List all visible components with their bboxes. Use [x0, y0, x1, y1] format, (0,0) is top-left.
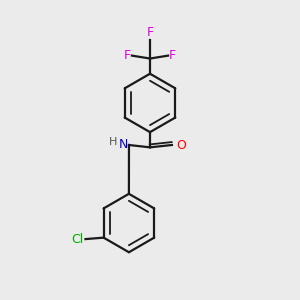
Text: H: H — [109, 137, 117, 147]
Text: F: F — [146, 26, 154, 39]
Text: N: N — [118, 138, 128, 151]
Text: F: F — [124, 49, 131, 62]
Text: O: O — [176, 139, 186, 152]
Text: F: F — [169, 49, 176, 62]
Text: Cl: Cl — [72, 232, 84, 246]
